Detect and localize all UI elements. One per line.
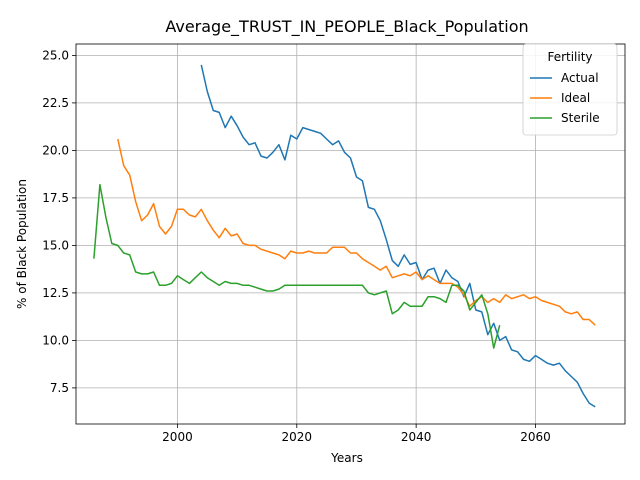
y-tick-label: 25.0 xyxy=(42,48,69,62)
legend-label: Actual xyxy=(561,71,599,85)
legend-label: Ideal xyxy=(561,91,590,105)
legend: Fertility Actual Ideal Sterile xyxy=(522,43,618,136)
legend-label: Sterile xyxy=(561,111,600,125)
y-axis-label: % of Black Population xyxy=(15,179,29,309)
legend-box xyxy=(522,43,618,136)
x-tick-label: 2040 xyxy=(401,430,432,444)
y-tick-label: 20.0 xyxy=(42,143,69,157)
series-line-actual xyxy=(200,64,596,408)
series-lines xyxy=(93,64,596,408)
y-tick-label: 7.5 xyxy=(50,381,69,395)
y-tick-label: 10.0 xyxy=(42,333,69,347)
y-axis-ticks: 7.5 10.0 12.5 15.0 17.5 20.0 22.5 25.0 xyxy=(42,48,76,395)
series-line-sterile xyxy=(93,183,501,349)
y-tick-label: 22.5 xyxy=(42,96,69,110)
plot-frame xyxy=(75,43,626,425)
grid-lines xyxy=(76,44,625,424)
x-tick-label: 2020 xyxy=(282,430,313,444)
x-axis-label: Years xyxy=(330,451,363,465)
y-tick-label: 17.5 xyxy=(42,191,69,205)
x-tick-label: 2060 xyxy=(520,430,551,444)
x-tick-label: 2000 xyxy=(162,430,193,444)
x-axis-ticks: 2000 2020 2040 2060 xyxy=(162,424,551,444)
y-tick-label: 15.0 xyxy=(42,238,69,252)
chart-title: Average_TRUST_IN_PEOPLE_Black_Population xyxy=(165,17,528,37)
legend-title: Fertility xyxy=(547,50,592,64)
y-tick-label: 12.5 xyxy=(42,286,69,300)
legend-items: Actual Ideal Sterile xyxy=(530,71,600,125)
series-line-ideal xyxy=(117,138,596,326)
